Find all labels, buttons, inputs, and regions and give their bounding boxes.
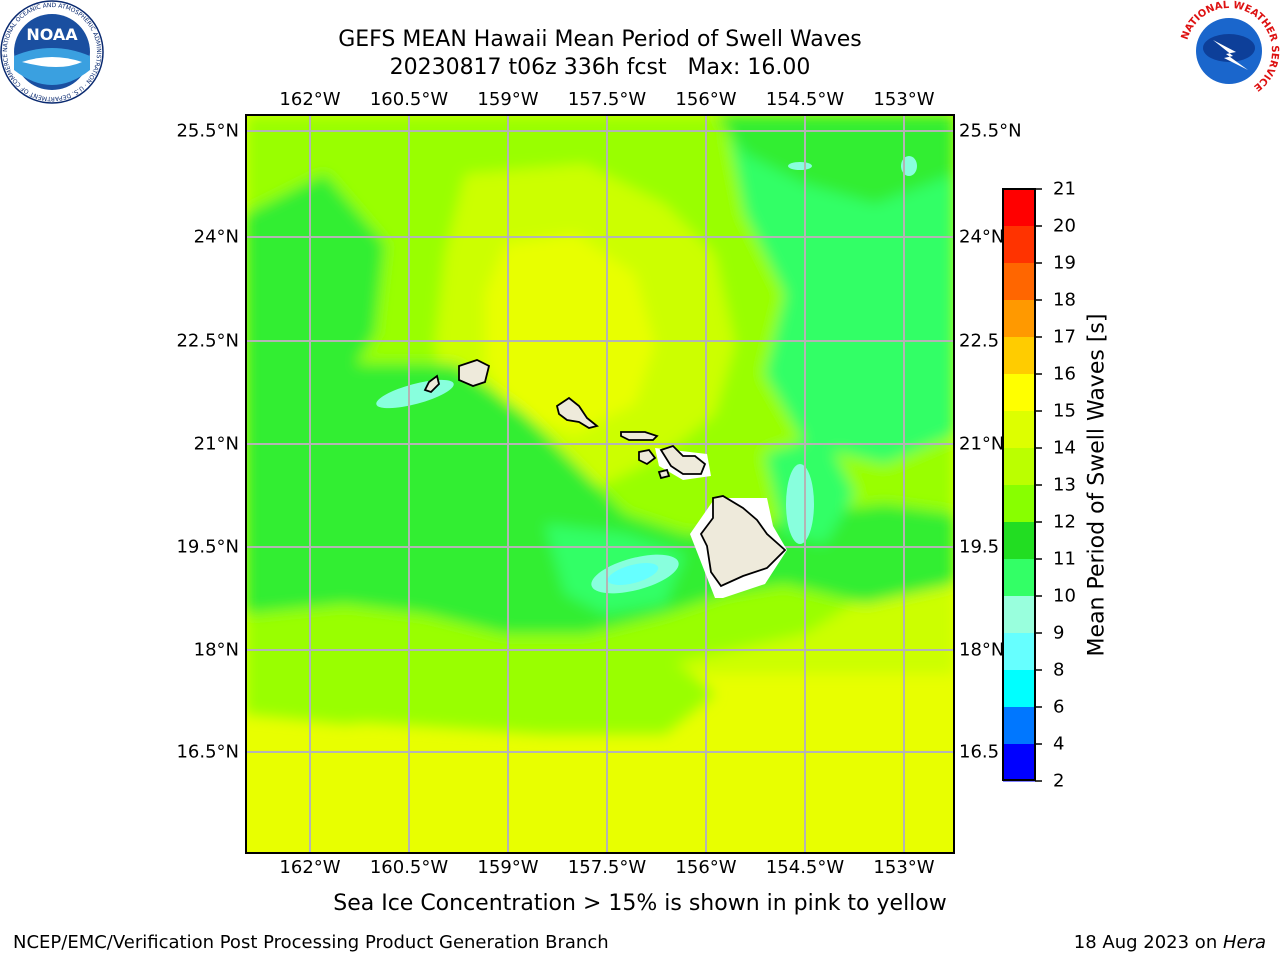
lon-label-top-159w: 159°W xyxy=(477,89,539,110)
colorbar-segment xyxy=(1003,189,1035,227)
lat-label-right-16-5n: 16.5 xyxy=(959,741,1000,763)
lat-label-left-24n: 24°N xyxy=(193,226,239,248)
lon-label-top-153w: 153°W xyxy=(873,89,935,110)
colorbar xyxy=(1002,188,1042,782)
colorbar-segment xyxy=(1003,337,1035,375)
lon-label-top-160-5w: 160.5°W xyxy=(369,89,449,110)
footer-host: Hera xyxy=(1222,932,1266,953)
colorbar-segment xyxy=(1003,670,1035,708)
colorbar-segment xyxy=(1003,522,1035,560)
lon-label-bottom-162w: 162°W xyxy=(279,857,341,878)
title-line-1: GEFS MEAN Hawaii Mean Period of Swell Wa… xyxy=(338,27,862,52)
swell-period-map xyxy=(245,114,955,854)
colorbar-segment xyxy=(1003,633,1035,671)
maui xyxy=(659,444,707,475)
footer-branch: NCEP/EMC/Verification Post Processing Pr… xyxy=(13,932,609,953)
colorbar-tick-label: 14 xyxy=(1053,437,1076,459)
colorbar-tick-label: 21 xyxy=(1053,178,1076,200)
colorbar-tick-label: 19 xyxy=(1053,252,1076,274)
colorbar-tick-label: 17 xyxy=(1053,326,1076,348)
colorbar-tick-label: 10 xyxy=(1053,585,1076,607)
colorbar-segment xyxy=(1003,707,1035,745)
colorbar-frame xyxy=(1002,188,1036,781)
lat-label-right-24n: 24°N xyxy=(959,226,1005,248)
colorbar-segment xyxy=(1003,596,1035,634)
nws-logo: NATIONAL WEATHER SERVICE xyxy=(1179,0,1280,101)
lat-label-left-18n: 18°N xyxy=(193,639,239,661)
lat-label-right-22-5n: 22.5 xyxy=(959,330,1000,352)
colorbar-tick-label: 15 xyxy=(1053,400,1076,422)
lat-label-right-21n: 21°N xyxy=(959,433,1005,455)
lat-label-right-18n: 18°N xyxy=(959,639,1005,661)
lon-label-bottom-156w: 156°W xyxy=(675,857,737,878)
field-region-10s-northeast xyxy=(725,114,955,464)
lon-label-top-157-5w: 157.5°W xyxy=(567,89,647,110)
oahu xyxy=(555,396,599,429)
colorbar-segment xyxy=(1003,300,1035,338)
colorbar-tick-label: 11 xyxy=(1053,548,1076,570)
colorbar-tick-label: 13 xyxy=(1053,474,1076,496)
colorbar-segment xyxy=(1003,448,1035,486)
field-region-8s-south-core xyxy=(607,563,659,585)
colorbar-tick-label: 9 xyxy=(1053,622,1065,644)
field-region-14-5s xyxy=(485,234,655,434)
lat-label-right-25-5n: 25.5°N xyxy=(959,120,1022,142)
title-line-2: 20230817 t06z 336h fcst Max: 16.00 xyxy=(389,55,811,80)
molokai xyxy=(620,431,659,441)
graticule xyxy=(245,114,955,854)
sea-ice-caption: Sea Ice Concentration > 15% is shown in … xyxy=(333,891,947,916)
lat-label-right-19-5n: 19.5 xyxy=(959,536,1000,558)
lon-label-bottom-160-5w: 160.5°W xyxy=(369,857,449,878)
lat-label-left-16-5n: 16.5°N xyxy=(176,741,239,763)
colorbar-tick-label: 2 xyxy=(1053,770,1065,792)
niihau xyxy=(423,374,440,394)
colorbar-tick-label: 16 xyxy=(1053,363,1076,385)
field-band-11s-channel xyxy=(245,364,955,634)
colorbar-tick-label: 6 xyxy=(1053,696,1065,718)
lon-label-bottom-154-5w: 154.5°W xyxy=(765,857,845,878)
colorbar-segment xyxy=(1003,374,1035,412)
colorbar-segment xyxy=(1003,485,1035,523)
field-region-13s-south xyxy=(245,634,715,734)
big-island xyxy=(699,495,787,588)
lon-label-top-156w: 156°W xyxy=(675,89,737,110)
colorbar-tick-label: 20 xyxy=(1053,215,1076,237)
noaa-logo: NATIONAL OCEANIC AND ATMOSPHERIC ADMINIS… xyxy=(0,0,104,104)
kauai xyxy=(458,359,491,387)
colorbar-tick-label: 8 xyxy=(1053,659,1065,681)
lon-label-bottom-153w: 153°W xyxy=(873,857,935,878)
colorbar-label: Mean Period of Swell Waves [s] xyxy=(1084,313,1110,657)
lon-label-bottom-159w: 159°W xyxy=(477,857,539,878)
footer-date: 18 Aug 2023 on Hera xyxy=(1074,932,1266,953)
colorbar-segment xyxy=(1003,411,1035,449)
hawaiian-islands xyxy=(423,359,787,598)
lon-label-bottom-157-5w: 157.5°W xyxy=(567,857,647,878)
colorbar-tick-label: 18 xyxy=(1053,289,1076,311)
colorbar-segment xyxy=(1003,226,1035,264)
noaa-text: NOAA xyxy=(26,25,78,44)
lat-label-left-25-5n: 25.5°N xyxy=(176,120,239,142)
field-region-11s-northeast xyxy=(715,114,955,204)
field-region-9s-east xyxy=(786,464,814,544)
kahoolawe xyxy=(657,468,671,480)
lat-label-left-21n: 21°N xyxy=(193,433,239,455)
colorbar-tick-label: 4 xyxy=(1053,733,1065,755)
footer-date-text: 18 Aug 2023 on xyxy=(1073,932,1223,953)
lon-label-top-154-5w: 154.5°W xyxy=(765,89,845,110)
lat-label-left-19-5n: 19.5°N xyxy=(176,536,239,558)
colorbar-tick-label: 12 xyxy=(1053,511,1076,533)
colorbar-segment xyxy=(1003,263,1035,301)
map-frame xyxy=(245,114,955,854)
lat-label-left-22-5n: 22.5°N xyxy=(176,330,239,352)
colorbar-segment xyxy=(1003,559,1035,597)
colorbar-segment xyxy=(1003,744,1035,782)
field-region-9s-ne-1 xyxy=(788,162,812,170)
lanai xyxy=(638,449,657,466)
lon-label-top-162w: 162°W xyxy=(279,89,341,110)
